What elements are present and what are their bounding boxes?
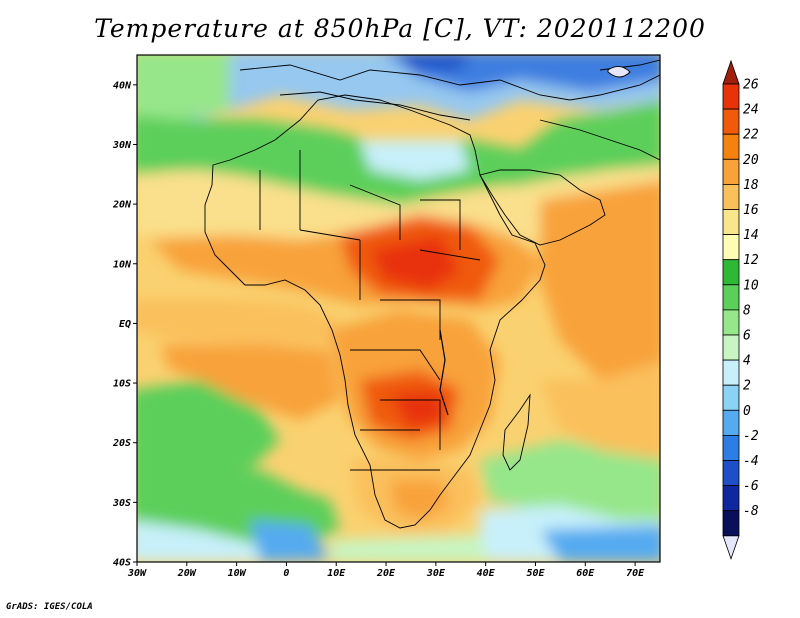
colorbar-label: 22 xyxy=(743,128,759,143)
lat-label: 30S xyxy=(112,498,131,509)
colorbar-label: 20 xyxy=(743,153,759,168)
colorbar-label: 18 xyxy=(743,178,759,193)
lat-label: 40N xyxy=(113,80,132,91)
colorbar-swatch xyxy=(722,334,740,361)
grads-credit: GrADS: IGES/COLA xyxy=(6,602,93,612)
lon-label: 30W xyxy=(127,568,147,579)
colorbar-swatch xyxy=(722,133,740,160)
colorbar-label: 8 xyxy=(743,303,751,318)
colorbar-swatch xyxy=(722,384,740,411)
lon-label: 20E xyxy=(376,568,396,579)
colorbar-swatch xyxy=(722,510,740,537)
lat-label: 10S xyxy=(113,379,131,390)
lat-label: EQ xyxy=(119,319,131,330)
colorbar-label: 26 xyxy=(743,78,759,93)
lat-label: 20S xyxy=(112,438,131,449)
colorbar-label: -2 xyxy=(743,429,759,444)
latitude-axis: 40N 30N 20N 10N EQ 10S 20S 30S 40S xyxy=(112,80,137,569)
lon-label: 70E xyxy=(626,568,645,579)
colorbar-swatch xyxy=(722,158,740,185)
colorbar-label: 2 xyxy=(743,379,751,394)
colorbar-swatch xyxy=(722,284,740,311)
lat-label: 40S xyxy=(113,558,131,569)
map-frame xyxy=(136,54,661,563)
coastlines xyxy=(204,59,660,529)
lon-label: 10W xyxy=(228,568,247,579)
longitude-axis: 30W 20W 10W 0 10E 20E 30E 40E 50E 60E 70E xyxy=(127,562,645,579)
colorbar-swatch xyxy=(722,309,740,336)
colorbar-swatch xyxy=(722,434,740,461)
lon-label: 50E xyxy=(526,568,545,579)
colorbar-label: 0 xyxy=(743,404,751,419)
colorbar-label: 14 xyxy=(743,228,759,243)
lat-label: 30N xyxy=(112,140,132,151)
lon-label: 10E xyxy=(327,568,346,579)
colorbar-label: -4 xyxy=(743,454,759,469)
colorbar-swatch xyxy=(722,183,740,210)
colorbar-label: 10 xyxy=(743,278,759,293)
colorbar-top-arrow xyxy=(722,59,740,85)
lat-label: 20N xyxy=(112,200,132,211)
colorbar-label: -8 xyxy=(743,504,759,519)
lon-label: 30E xyxy=(426,568,446,579)
colorbar-label: 24 xyxy=(743,103,759,118)
colorbar-swatch xyxy=(722,234,740,261)
temperature-field xyxy=(137,55,660,562)
colorbar-swatch xyxy=(722,108,740,135)
colorbar-swatch xyxy=(722,485,740,512)
colorbar-label: 4 xyxy=(743,354,751,369)
lon-label: 20W xyxy=(177,568,197,579)
colorbar-swatch xyxy=(722,209,740,236)
colorbar-label: 12 xyxy=(743,253,759,268)
colorbar-bottom-arrow xyxy=(722,535,740,561)
lon-label: 60E xyxy=(576,568,595,579)
colorbar-label: 6 xyxy=(743,329,751,344)
colorbar-swatch xyxy=(722,83,740,110)
colorbar-swatch xyxy=(722,359,740,386)
colorbar-label: -6 xyxy=(743,479,759,494)
lat-label: 10N xyxy=(113,259,132,270)
colorbar-label: 16 xyxy=(743,203,759,218)
lon-label: 0 xyxy=(283,568,289,579)
lon-label: 40E xyxy=(477,568,496,579)
colorbar-swatch xyxy=(722,409,740,436)
colorbar-swatch xyxy=(722,259,740,286)
colorbar-swatch xyxy=(722,460,740,487)
chart-title: Temperature at 850hPa [C], VT: 202011220… xyxy=(94,14,706,43)
